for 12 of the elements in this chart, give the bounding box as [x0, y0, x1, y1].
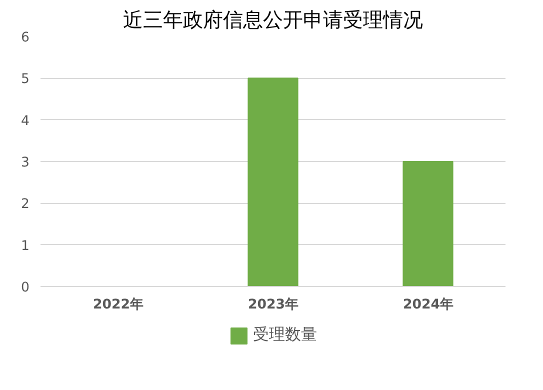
chart-title: 近三年政府信息公开申请受理情况: [123, 8, 423, 32]
legend-label: 受理数量: [253, 324, 317, 346]
y-tick-label: 1: [21, 238, 30, 254]
y-tick-label: 6: [21, 30, 30, 46]
x-tick-label: 2023年: [248, 298, 298, 312]
y-tick-label: 0: [21, 280, 30, 296]
x-tick-label: 2022年: [92, 298, 144, 312]
x-tick-label: 2024年: [402, 298, 454, 312]
y-tick-label: 5: [21, 72, 30, 88]
y-tick-label: 2: [21, 197, 30, 212]
y-tick-label: 4: [21, 114, 30, 129]
y-tick-label: 3: [21, 156, 30, 170]
